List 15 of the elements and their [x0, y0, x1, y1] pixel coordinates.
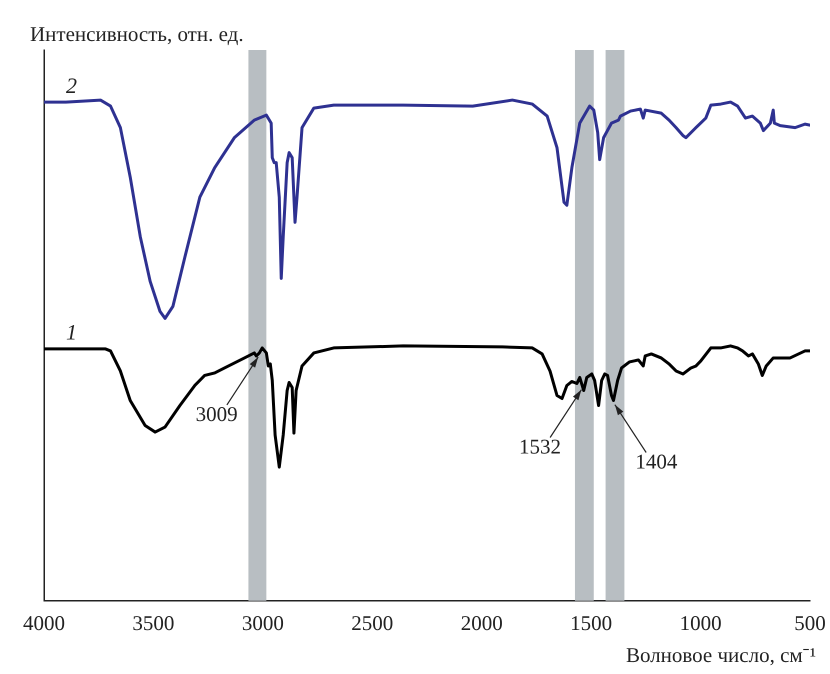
y-axis-title: Интенсивность, отн. ед. — [30, 22, 244, 47]
x-axis-title: Волновое число, см⁻¹ — [626, 642, 816, 668]
x-tick-label: 2500 — [351, 610, 394, 635]
x-tick-label: 3500 — [132, 610, 174, 635]
series-label: 1 — [66, 320, 77, 345]
x-tick-label: 1500 — [570, 610, 612, 635]
x-tick-label: 4000 — [23, 610, 65, 635]
x-tick-label: 2000 — [460, 610, 503, 635]
x-tick-label: 3000 — [242, 610, 284, 635]
annotation: 1404 — [635, 450, 678, 474]
x-tick-label: 500 — [794, 610, 826, 635]
series-label: 2 — [66, 72, 77, 98]
annotation: 3009 — [196, 402, 238, 426]
x-tick-label: 1000 — [680, 610, 722, 635]
annotation: 1532 — [518, 434, 561, 459]
